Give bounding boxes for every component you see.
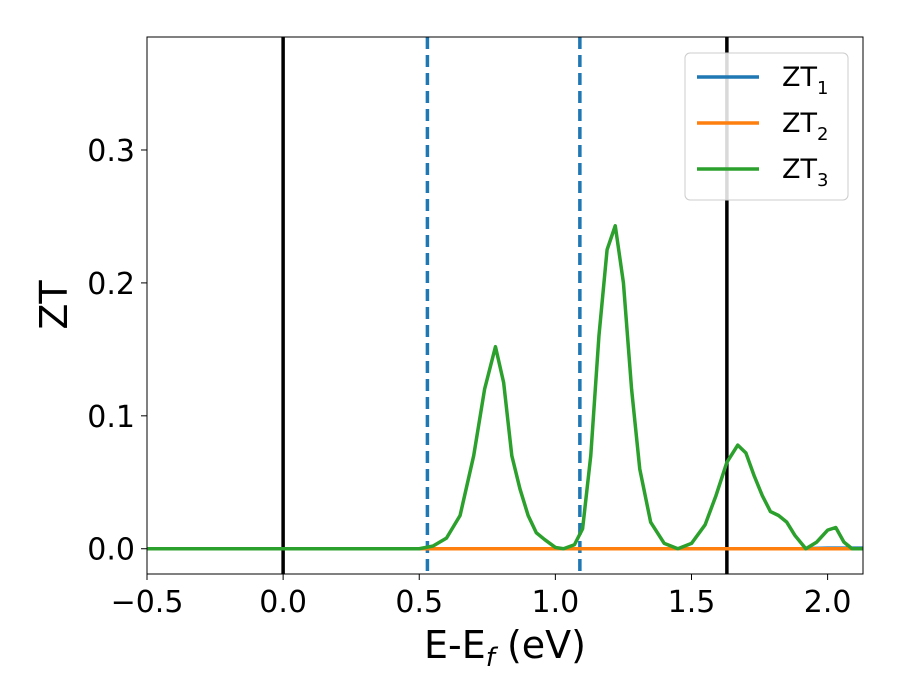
x-axis-label: E-Ef (eV) [424,623,586,673]
y-tick-label-3: 0.2 [87,267,135,302]
series-line-3 [147,224,863,551]
x-tick-label-5: 1.5 [668,585,716,620]
legend-label-2: ZT2 [782,108,828,145]
x-tick-label-6: 2.0 [804,585,852,620]
x-axis: −0.5 0.0 0.5 1.0 1.5 2.0 [111,574,852,620]
y-tick-label-2: 0.1 [87,400,135,435]
x-tick-label-3: 0.5 [395,585,443,620]
series-layer [147,224,863,551]
plot-frame [146,36,864,575]
y-tick-label-1: 0.0 [87,533,135,568]
x-tick-label-4: 1.0 [532,585,580,620]
legend: ZT1 ZT2 ZT3 [684,52,849,201]
y-axis-label: ZT [32,280,76,330]
legend-box [684,52,849,201]
x-tick-label-1: −0.5 [111,585,184,620]
y-axis: 0.0 0.1 0.2 0.3 [87,134,147,568]
legend-label-1: ZT1 [782,62,828,99]
x-tick-label-2: 0.0 [259,585,307,620]
y-tick-label-4: 0.3 [87,134,135,169]
reference-lines [281,37,729,574]
legend-label-3: ZT3 [782,154,828,191]
